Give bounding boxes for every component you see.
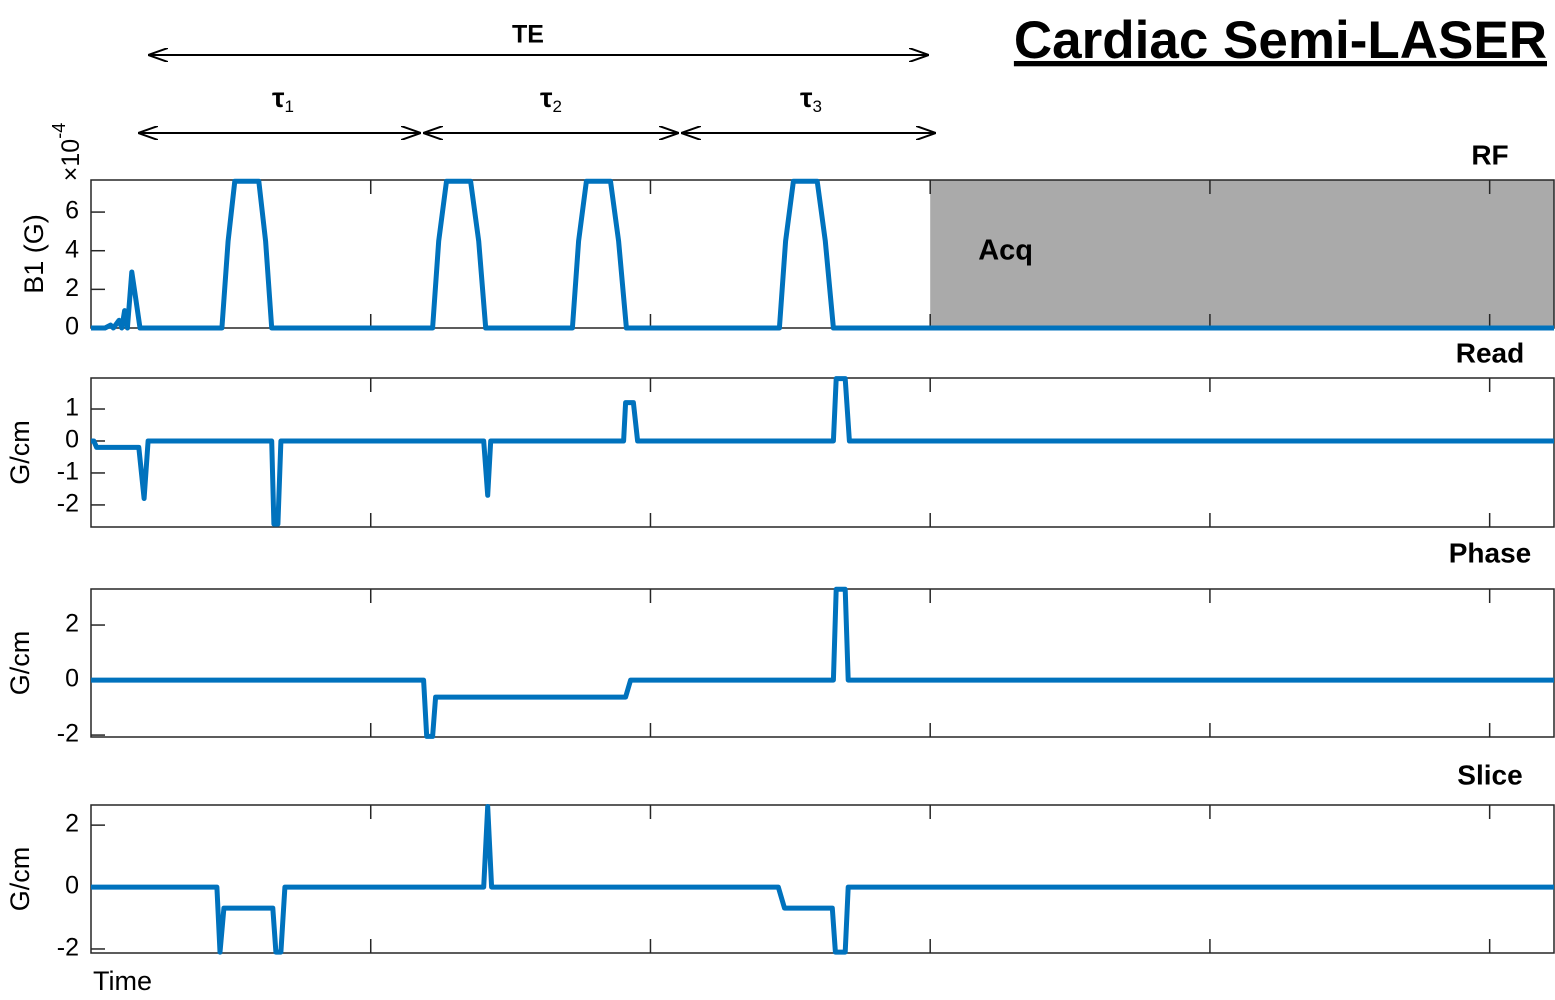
waveform (91, 586, 1554, 739)
y-tick-label: 2 (65, 610, 79, 638)
y-tick-label: -2 (57, 490, 79, 518)
panel-label: Read (1456, 337, 1524, 368)
y-tick-label: 0 (65, 872, 79, 900)
x-axis-label: Time (93, 966, 152, 996)
y-axis-label: G/cm (5, 847, 35, 912)
tau-symbol: τ (272, 82, 285, 113)
y-tick-label: 6 (65, 197, 79, 225)
y-tick-label: 1 (65, 394, 79, 422)
tau-label: τ3 (800, 82, 822, 116)
tau-label: τ2 (540, 82, 562, 116)
y-multiplier: ×10-4 (49, 123, 85, 181)
y-tick-label: 0 (65, 313, 79, 341)
axes-box (90, 377, 1555, 528)
panel-label: RF (1471, 139, 1508, 170)
axes-box (90, 588, 1555, 738)
tau-label: τ1 (272, 82, 294, 116)
tau-subscript: 2 (553, 97, 562, 116)
tau-subscript: 3 (813, 97, 822, 116)
panel-label: Phase (1449, 537, 1532, 568)
y-tick-label: -1 (57, 458, 79, 486)
y-axis-label: B1 (G) (19, 214, 49, 294)
axes-box (90, 179, 1555, 329)
y-tick-label: 0 (65, 665, 79, 693)
y-axis-label: G/cm (5, 420, 35, 485)
waveform (91, 376, 1554, 527)
y-tick-label: -2 (57, 720, 79, 748)
acq-label: Acq (978, 235, 1033, 267)
y-tick-label: 0 (65, 426, 79, 454)
multiplier-base: ×10 (57, 139, 85, 181)
y-tick-label: 2 (65, 274, 79, 302)
y-tick-label: -2 (57, 934, 79, 962)
te-label: TE (512, 21, 544, 49)
tau-subscript: 1 (285, 97, 294, 116)
multiplier-exponent: -4 (49, 123, 69, 139)
y-tick-label: 2 (65, 810, 79, 838)
waveform (91, 178, 1554, 331)
y-tick-label: 4 (65, 235, 79, 263)
y-axis-label: G/cm (5, 631, 35, 696)
axes-box (90, 804, 1555, 954)
acq-region (930, 180, 1554, 328)
waveform (91, 804, 1554, 955)
tau-symbol: τ (800, 82, 813, 113)
title: Cardiac Semi-LASER (1014, 11, 1547, 70)
panel-label: Slice (1457, 759, 1522, 790)
tau-symbol: τ (540, 82, 553, 113)
